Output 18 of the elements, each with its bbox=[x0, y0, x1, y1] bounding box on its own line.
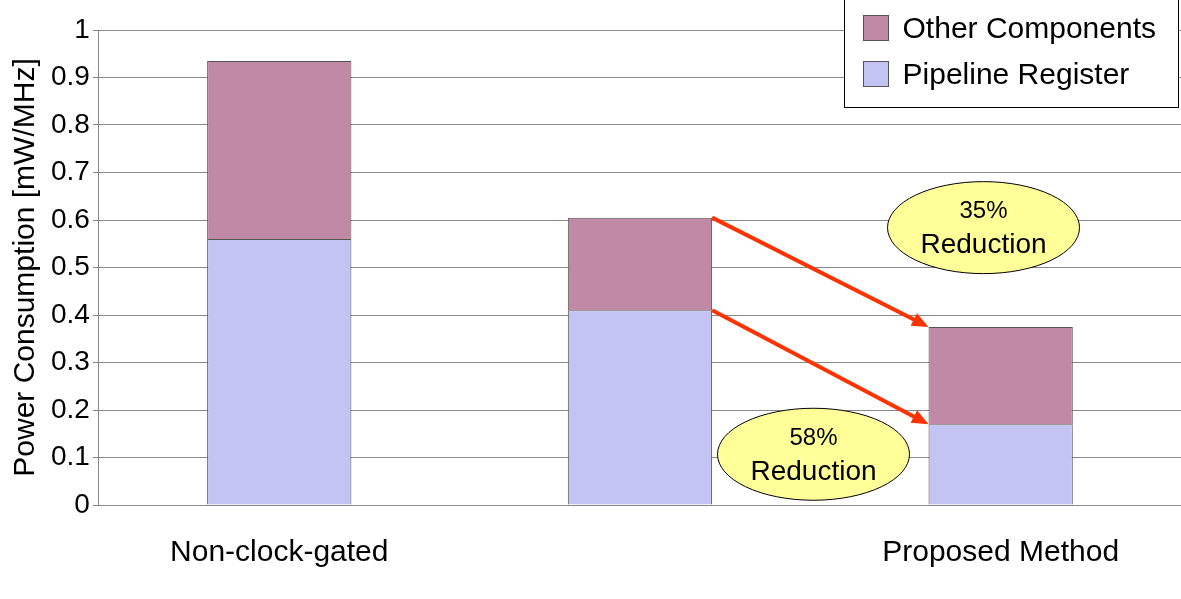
x-tick-label: Non-clock-gated bbox=[170, 534, 389, 568]
y-tick-label: 0.1 bbox=[50, 440, 90, 472]
y-tick-label: 0.4 bbox=[50, 297, 90, 329]
annotation: 58% Reduction bbox=[750, 422, 877, 486]
y-tick-label: 0.7 bbox=[50, 155, 90, 187]
annotation: 35% Reduction bbox=[920, 196, 1047, 260]
y-tick-label: 0.5 bbox=[50, 250, 90, 282]
y-tick-label: 0.6 bbox=[50, 202, 90, 234]
y-tick-label: 0.3 bbox=[50, 345, 90, 377]
legend-label: Pipeline Register bbox=[901, 56, 1131, 92]
y-tick-label: 0.9 bbox=[50, 60, 90, 92]
y-tick-label: 0.2 bbox=[50, 392, 90, 424]
y-tick-label: 0 bbox=[74, 487, 90, 519]
y-tick-label: 0.8 bbox=[50, 107, 90, 139]
y-axis-title: Power Consumption [mW/MHz] bbox=[7, 58, 41, 477]
legend-label: Other Components bbox=[901, 10, 1156, 46]
x-tick-label: Proposed Method bbox=[882, 534, 1120, 568]
y-tick-label: 1 bbox=[74, 12, 90, 44]
